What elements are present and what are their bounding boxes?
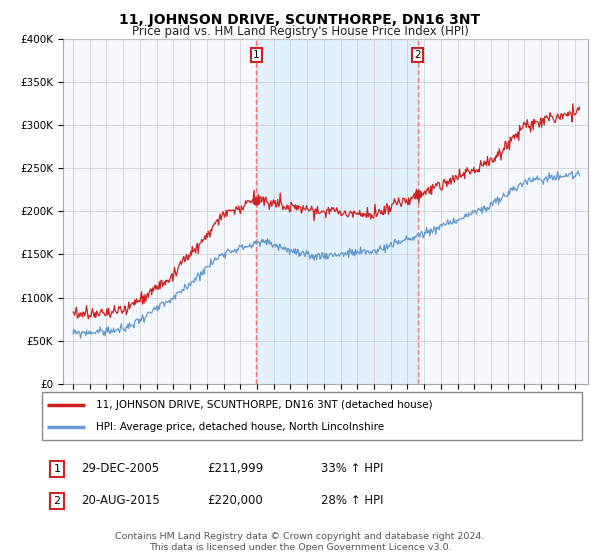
Text: 11, JOHNSON DRIVE, SCUNTHORPE, DN16 3NT (detached house): 11, JOHNSON DRIVE, SCUNTHORPE, DN16 3NT …: [96, 400, 433, 410]
Text: 2: 2: [53, 496, 61, 506]
Text: 2: 2: [415, 50, 421, 60]
Text: 29-DEC-2005: 29-DEC-2005: [81, 462, 159, 475]
Bar: [256, 39, 418, 384]
Text: 1: 1: [53, 464, 61, 474]
Text: 28% ↑ HPI: 28% ↑ HPI: [321, 494, 383, 507]
Text: Price paid vs. HM Land Registry's House Price Index (HPI): Price paid vs. HM Land Registry's House …: [131, 25, 469, 38]
Text: 20-AUG-2015: 20-AUG-2015: [81, 494, 160, 507]
Text: Contains HM Land Registry data © Crown copyright and database right 2024.: Contains HM Land Registry data © Crown c…: [115, 532, 485, 541]
Text: £220,000: £220,000: [207, 494, 263, 507]
Text: 11, JOHNSON DRIVE, SCUNTHORPE, DN16 3NT: 11, JOHNSON DRIVE, SCUNTHORPE, DN16 3NT: [119, 13, 481, 27]
Text: This data is licensed under the Open Government Licence v3.0.: This data is licensed under the Open Gov…: [149, 543, 451, 552]
Text: 33% ↑ HPI: 33% ↑ HPI: [321, 462, 383, 475]
Text: £211,999: £211,999: [207, 462, 263, 475]
Text: HPI: Average price, detached house, North Lincolnshire: HPI: Average price, detached house, Nort…: [96, 422, 384, 432]
Text: 1: 1: [253, 50, 260, 60]
